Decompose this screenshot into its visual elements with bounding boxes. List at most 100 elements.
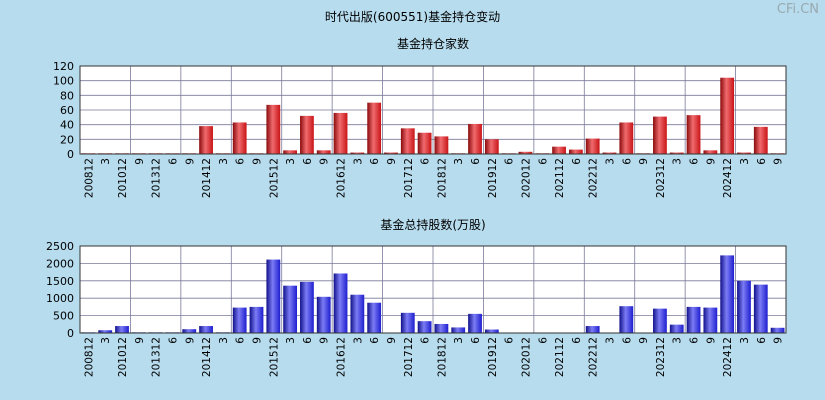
bar-count — [316, 150, 331, 154]
bar-shares — [585, 326, 600, 333]
x-tick-label: 9 — [705, 337, 717, 344]
y-tick-label: 2000 — [46, 257, 74, 270]
x-tick-label: 6 — [504, 158, 516, 165]
bar-count — [232, 122, 247, 154]
x-tick-label: 3 — [100, 337, 112, 344]
x-tick-label: 201612 — [336, 337, 348, 377]
x-tick-label: 3 — [285, 337, 297, 344]
x-tick-label: 6 — [369, 158, 381, 165]
x-tick-label: 201412 — [201, 337, 213, 377]
x-tick-label: 9 — [638, 337, 650, 344]
x-tick-label: 201412 — [201, 158, 213, 198]
bar-shares — [182, 329, 197, 333]
x-tick-label: 6 — [470, 158, 482, 165]
x-tick-label: 6 — [756, 337, 768, 344]
x-tick-label: 202112 — [554, 337, 566, 377]
x-tick-label: 6 — [235, 337, 247, 344]
bar-shares — [232, 307, 247, 333]
bar-shares — [468, 313, 482, 333]
x-tick-label: 3 — [605, 337, 617, 344]
bar-count — [468, 123, 482, 154]
x-tick-label: 6 — [369, 337, 381, 344]
x-tick-label: 201512 — [268, 337, 280, 377]
bar-count — [199, 126, 213, 154]
bar-shares — [619, 306, 634, 333]
x-tick-label: 6 — [756, 158, 768, 165]
x-tick-label: 9 — [184, 158, 196, 165]
x-tick-label: 9 — [638, 158, 650, 165]
bar-shares — [669, 324, 684, 333]
bar-shares — [333, 273, 348, 333]
bar-shares — [115, 326, 129, 333]
x-tick-label: 9 — [252, 337, 264, 344]
x-tick-label: 201612 — [336, 158, 348, 198]
x-tick-label: 201812 — [436, 158, 448, 198]
y-tick-label: 80 — [60, 89, 74, 102]
bar-shares — [753, 284, 768, 333]
x-tick-label: 9 — [319, 337, 331, 344]
x-tick-label: 3 — [453, 158, 465, 165]
bar-count — [367, 102, 382, 154]
bar-count — [753, 126, 768, 154]
y-tick-label: 0 — [67, 148, 74, 161]
x-tick-label: 9 — [134, 337, 146, 344]
bar-count — [400, 128, 415, 154]
x-tick-label: 6 — [302, 337, 314, 344]
bar-shares — [350, 294, 365, 333]
x-tick-label: 9 — [705, 158, 717, 165]
x-tick-label: 6 — [621, 337, 633, 344]
x-tick-label: 200812 — [83, 158, 95, 198]
x-tick-label: 6 — [420, 158, 432, 165]
page-title: 时代出版(600551)基金持仓变动 — [324, 10, 501, 24]
x-tick-label: 6 — [420, 337, 432, 344]
x-tick-label: 9 — [386, 337, 398, 344]
bar-count — [737, 152, 751, 154]
x-tick-label: 6 — [470, 337, 482, 344]
bar-count — [552, 146, 566, 154]
bar-count — [300, 115, 314, 154]
y-tick-label: 1500 — [46, 275, 74, 288]
bar-shares — [400, 312, 415, 333]
bar-shares — [283, 285, 298, 333]
x-tick-label: 9 — [773, 158, 785, 165]
x-tick-label: 3 — [739, 337, 751, 344]
bar-count — [283, 150, 298, 154]
bar-count — [384, 152, 398, 154]
y-tick-label: 1000 — [46, 292, 74, 305]
bar-shares — [199, 326, 213, 333]
x-tick-label: 9 — [386, 158, 398, 165]
x-tick-label: 202212 — [588, 158, 600, 198]
plot-frame-count — [79, 65, 787, 155]
bar-count — [703, 150, 718, 154]
bar-count — [417, 132, 432, 154]
x-tick-label: 6 — [621, 158, 633, 165]
bar-count — [686, 115, 701, 154]
bar-shares — [686, 306, 701, 333]
bar-count — [333, 112, 348, 154]
x-tick-label: 6 — [302, 158, 314, 165]
bar-shares — [417, 321, 432, 333]
y-tick-label: 40 — [60, 119, 74, 132]
bar-shares — [703, 307, 718, 333]
x-tick-label: 6 — [537, 337, 549, 344]
bar-shares — [737, 280, 751, 333]
x-tick-label: 6 — [571, 337, 583, 344]
x-tick-label: 201712 — [403, 158, 415, 198]
x-tick-label: 3 — [218, 337, 230, 344]
y-tick-label: 2500 — [46, 240, 74, 253]
x-tick-label: 3 — [453, 337, 465, 344]
x-tick-label: 200812 — [83, 337, 95, 377]
x-tick-label: 3 — [672, 158, 684, 165]
x-tick-label: 201012 — [117, 158, 129, 198]
x-tick-label: 6 — [167, 158, 179, 165]
x-tick-label: 201712 — [403, 337, 415, 377]
x-tick-label: 6 — [537, 158, 549, 165]
bar-shares — [451, 327, 466, 333]
x-tick-label: 6 — [689, 158, 701, 165]
bar-count — [669, 152, 684, 154]
x-tick-label: 201512 — [268, 158, 280, 198]
bar-count — [585, 138, 600, 154]
y-tick-label: 60 — [60, 104, 74, 117]
